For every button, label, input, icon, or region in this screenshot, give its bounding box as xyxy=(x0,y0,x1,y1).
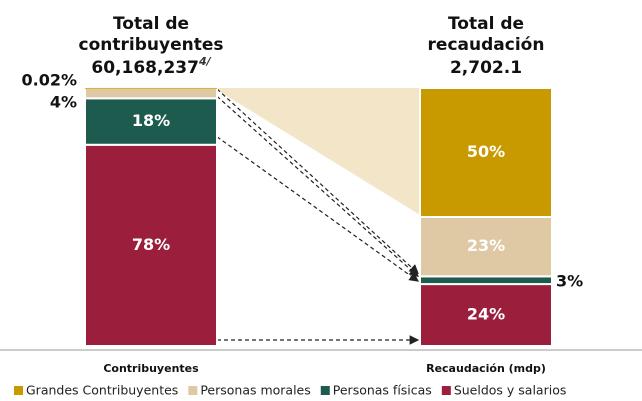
footnote-mark: 4/ xyxy=(198,55,212,68)
total-number: 60,168,237 xyxy=(91,58,199,78)
data-label: 78% xyxy=(132,235,170,254)
x-tick-label: Contribuyentes xyxy=(103,362,199,375)
connector-arrow xyxy=(216,88,419,275)
legend-swatch xyxy=(188,386,198,395)
legend-label: Sueldos y salarios xyxy=(454,383,567,398)
legend-label: Grandes Contribuyentes xyxy=(26,383,178,398)
legend-label: Personas físicas xyxy=(333,383,432,398)
bar-segment xyxy=(419,216,553,278)
legend-label: Personas morales xyxy=(200,383,310,398)
data-label: 50% xyxy=(467,142,505,161)
connectors xyxy=(216,88,420,345)
total-number: 2,702.1 xyxy=(450,58,522,78)
connector-area xyxy=(217,88,420,215)
x-tick-label: Recaudación (mdp) xyxy=(426,362,546,375)
total-value: 60,168,2374/ xyxy=(91,55,211,78)
legend-swatch xyxy=(320,386,330,395)
total-value: 2,702.1 xyxy=(450,58,522,78)
bar-segment xyxy=(84,87,218,100)
bar-segment xyxy=(84,97,218,146)
total-title: contribuyentes xyxy=(79,35,224,55)
bar-segment xyxy=(419,87,553,218)
total-title: recaudación xyxy=(428,35,545,55)
legend-swatch xyxy=(14,386,23,395)
total-title: Total de xyxy=(448,14,524,34)
legend-swatch xyxy=(441,386,451,395)
bar-segment xyxy=(85,87,217,89)
bar-segment xyxy=(419,283,553,347)
data-label: 4% xyxy=(50,93,77,112)
data-label: 23% xyxy=(467,236,505,255)
data-label: 18% xyxy=(132,111,170,130)
total-title: Total de xyxy=(113,14,189,34)
bar-segment xyxy=(84,143,218,347)
data-label: 24% xyxy=(467,305,505,324)
connector-arrow xyxy=(216,136,419,282)
data-label: 3% xyxy=(556,272,583,291)
data-label: 0.02% xyxy=(21,70,77,89)
bar-segment xyxy=(419,275,553,286)
connector-arrow xyxy=(216,95,419,278)
